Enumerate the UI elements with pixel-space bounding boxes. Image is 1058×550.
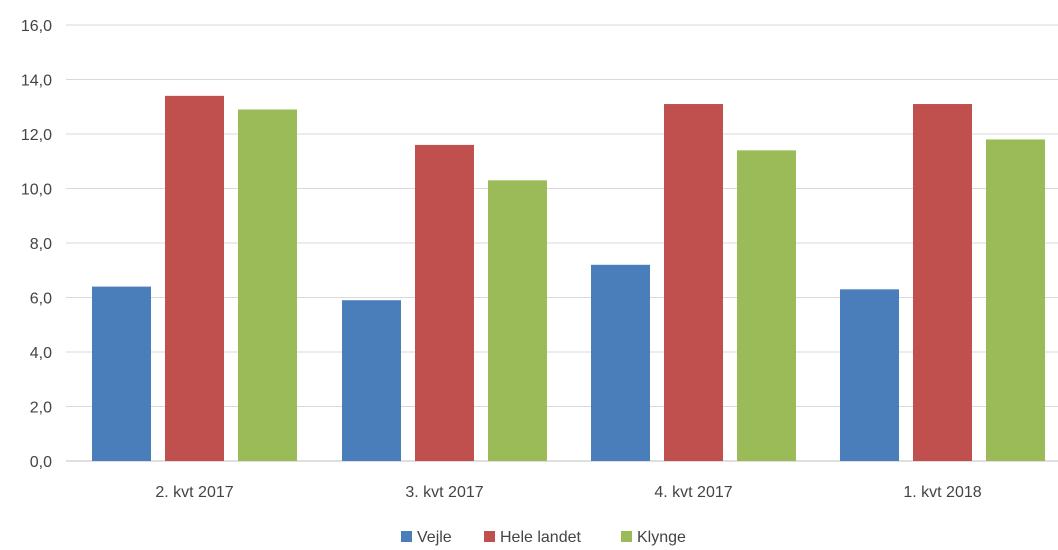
- bar-klynge: [238, 109, 297, 461]
- bar-hele-landet: [415, 144, 474, 461]
- x-category-label: 1. kvt 2018: [903, 484, 981, 501]
- bar-vejle: [591, 264, 650, 461]
- y-tick-label: 4,0: [30, 345, 52, 362]
- x-category-label: 4. kvt 2017: [654, 484, 732, 501]
- y-tick-label: 8,0: [30, 236, 52, 253]
- bar-klynge: [488, 180, 547, 461]
- legend-swatch: [484, 531, 495, 542]
- y-tick-label: 14,0: [21, 73, 52, 90]
- y-tick-label: 12,0: [21, 127, 52, 144]
- bars: [92, 95, 1045, 462]
- legend: Vejle Hele landet Klynge: [401, 529, 686, 546]
- gridlines: [66, 24, 1058, 462]
- bar-klynge: [986, 139, 1045, 461]
- x-axis: 2. kvt 2017 3. kvt 2017 4. kvt 2017 1. kvt …: [155, 484, 981, 501]
- y-tick-label: 16,0: [21, 18, 52, 35]
- y-tick-label: 0,0: [30, 454, 52, 471]
- legend-swatch: [401, 531, 412, 542]
- bar-hele-landet: [165, 95, 224, 461]
- bar-vejle: [92, 286, 151, 461]
- y-tick-label: 2,0: [30, 400, 52, 417]
- legend-label: Vejle: [417, 529, 452, 546]
- x-category-label: 2. kvt 2017: [155, 484, 233, 501]
- y-tick-label: 6,0: [30, 291, 52, 308]
- legend-swatch: [621, 531, 632, 542]
- bar-vejle: [342, 300, 401, 461]
- bar-hele-landet: [664, 104, 723, 462]
- bar-hele-landet: [913, 104, 972, 462]
- y-axis-tick-labels: 0,0 2,0 4,0 6,0 8,0 10,0 12,0 14,0 16,0: [21, 18, 52, 471]
- x-category-label: 3. kvt 2017: [405, 484, 483, 501]
- legend-label: Hele landet: [500, 529, 582, 546]
- bar-klynge: [737, 150, 796, 461]
- legend-label: Klynge: [637, 529, 686, 546]
- bar-vejle: [840, 289, 899, 461]
- y-tick-label: 10,0: [21, 182, 52, 199]
